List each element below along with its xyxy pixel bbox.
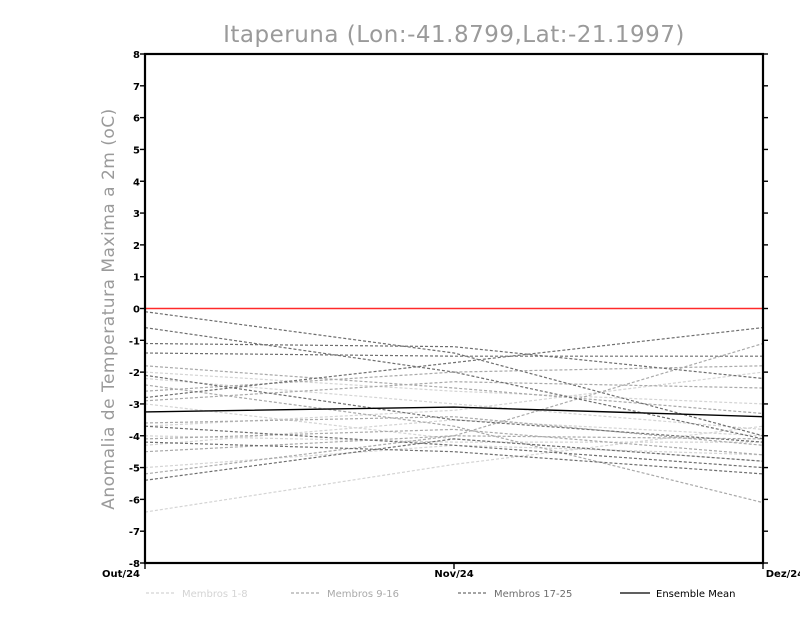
- y-tick-label: -2: [129, 368, 140, 379]
- series-line-group3-member1: [144, 311, 764, 437]
- legend-label: Membros 1-8: [182, 589, 248, 600]
- series-line-group1-member3: [144, 444, 764, 469]
- series-line-group3-member2: [144, 327, 764, 440]
- series-line-group1-member6: [144, 377, 764, 430]
- series-line-group2-member5: [144, 435, 764, 475]
- y-tick-label: 3: [133, 209, 140, 220]
- series-line-group1-member2: [144, 435, 763, 443]
- x-tick-label: Nov/24: [434, 569, 473, 580]
- series-line-group1-member5: [144, 419, 764, 446]
- y-tick-label: -7: [129, 527, 140, 538]
- y-tick-label: -5: [129, 464, 140, 475]
- plot-lines: [144, 307, 764, 513]
- series-line-group3-member9: [144, 441, 764, 475]
- series-line-group3-member5: [144, 327, 764, 399]
- series-line-group2-member8: [144, 381, 764, 402]
- legend: Membros 1-8 Membros 9-16 Membros 17-25 Ense…: [146, 589, 735, 600]
- x-tick-label: Dez/24: [766, 569, 800, 580]
- series-line-group2-member3: [144, 365, 764, 415]
- series-line-group3-member8: [144, 374, 764, 443]
- ensemble-mean-line: [144, 406, 764, 418]
- chart-title: Itaperuna (Lon:-41.8799,Lat:-21.1997): [223, 22, 685, 48]
- y-tick-label: 1: [133, 273, 140, 284]
- series-line-group3-member7: [144, 438, 764, 481]
- y-tick-label: 0: [133, 305, 140, 316]
- y-tick-label: 6: [133, 114, 140, 125]
- series-line-group2-member1: [144, 416, 764, 446]
- series-line-group3-member4: [144, 352, 763, 357]
- y-tick-label: 2: [133, 241, 140, 252]
- y-tick-label: 8: [133, 50, 140, 61]
- y-tick-label: -8: [129, 559, 140, 570]
- series-line-group1-member7: [144, 371, 764, 405]
- series-line-group3-member6: [144, 425, 764, 469]
- x-tick-label: Out/24: [102, 569, 140, 580]
- series-line-group2-member2: [144, 428, 764, 456]
- y-axis-label: Anomalia de Temperatura Maxima a 2m (oC): [99, 108, 119, 510]
- y-tick-label: -1: [129, 336, 140, 347]
- y-tick-label: 5: [133, 145, 140, 156]
- y-tick-label: -6: [129, 495, 140, 506]
- y-tick-label: -3: [129, 400, 140, 411]
- legend-label: Membros 17-25: [494, 589, 572, 600]
- series-line-group3-member3: [144, 342, 764, 380]
- y-tick-label: 4: [133, 177, 140, 188]
- series-line-group2-member7: [144, 384, 764, 504]
- series-line-group1-member8: [144, 403, 764, 462]
- y-tick-label: 7: [133, 82, 140, 93]
- legend-label: Ensemble Mean: [656, 589, 735, 600]
- y-tick-label: -4: [129, 432, 140, 443]
- series-line-group2-member4: [144, 365, 764, 392]
- series-line-group1-member1: [144, 425, 764, 513]
- series-line-group1-member4: [144, 371, 764, 427]
- legend-label: Membros 9-16: [327, 589, 399, 600]
